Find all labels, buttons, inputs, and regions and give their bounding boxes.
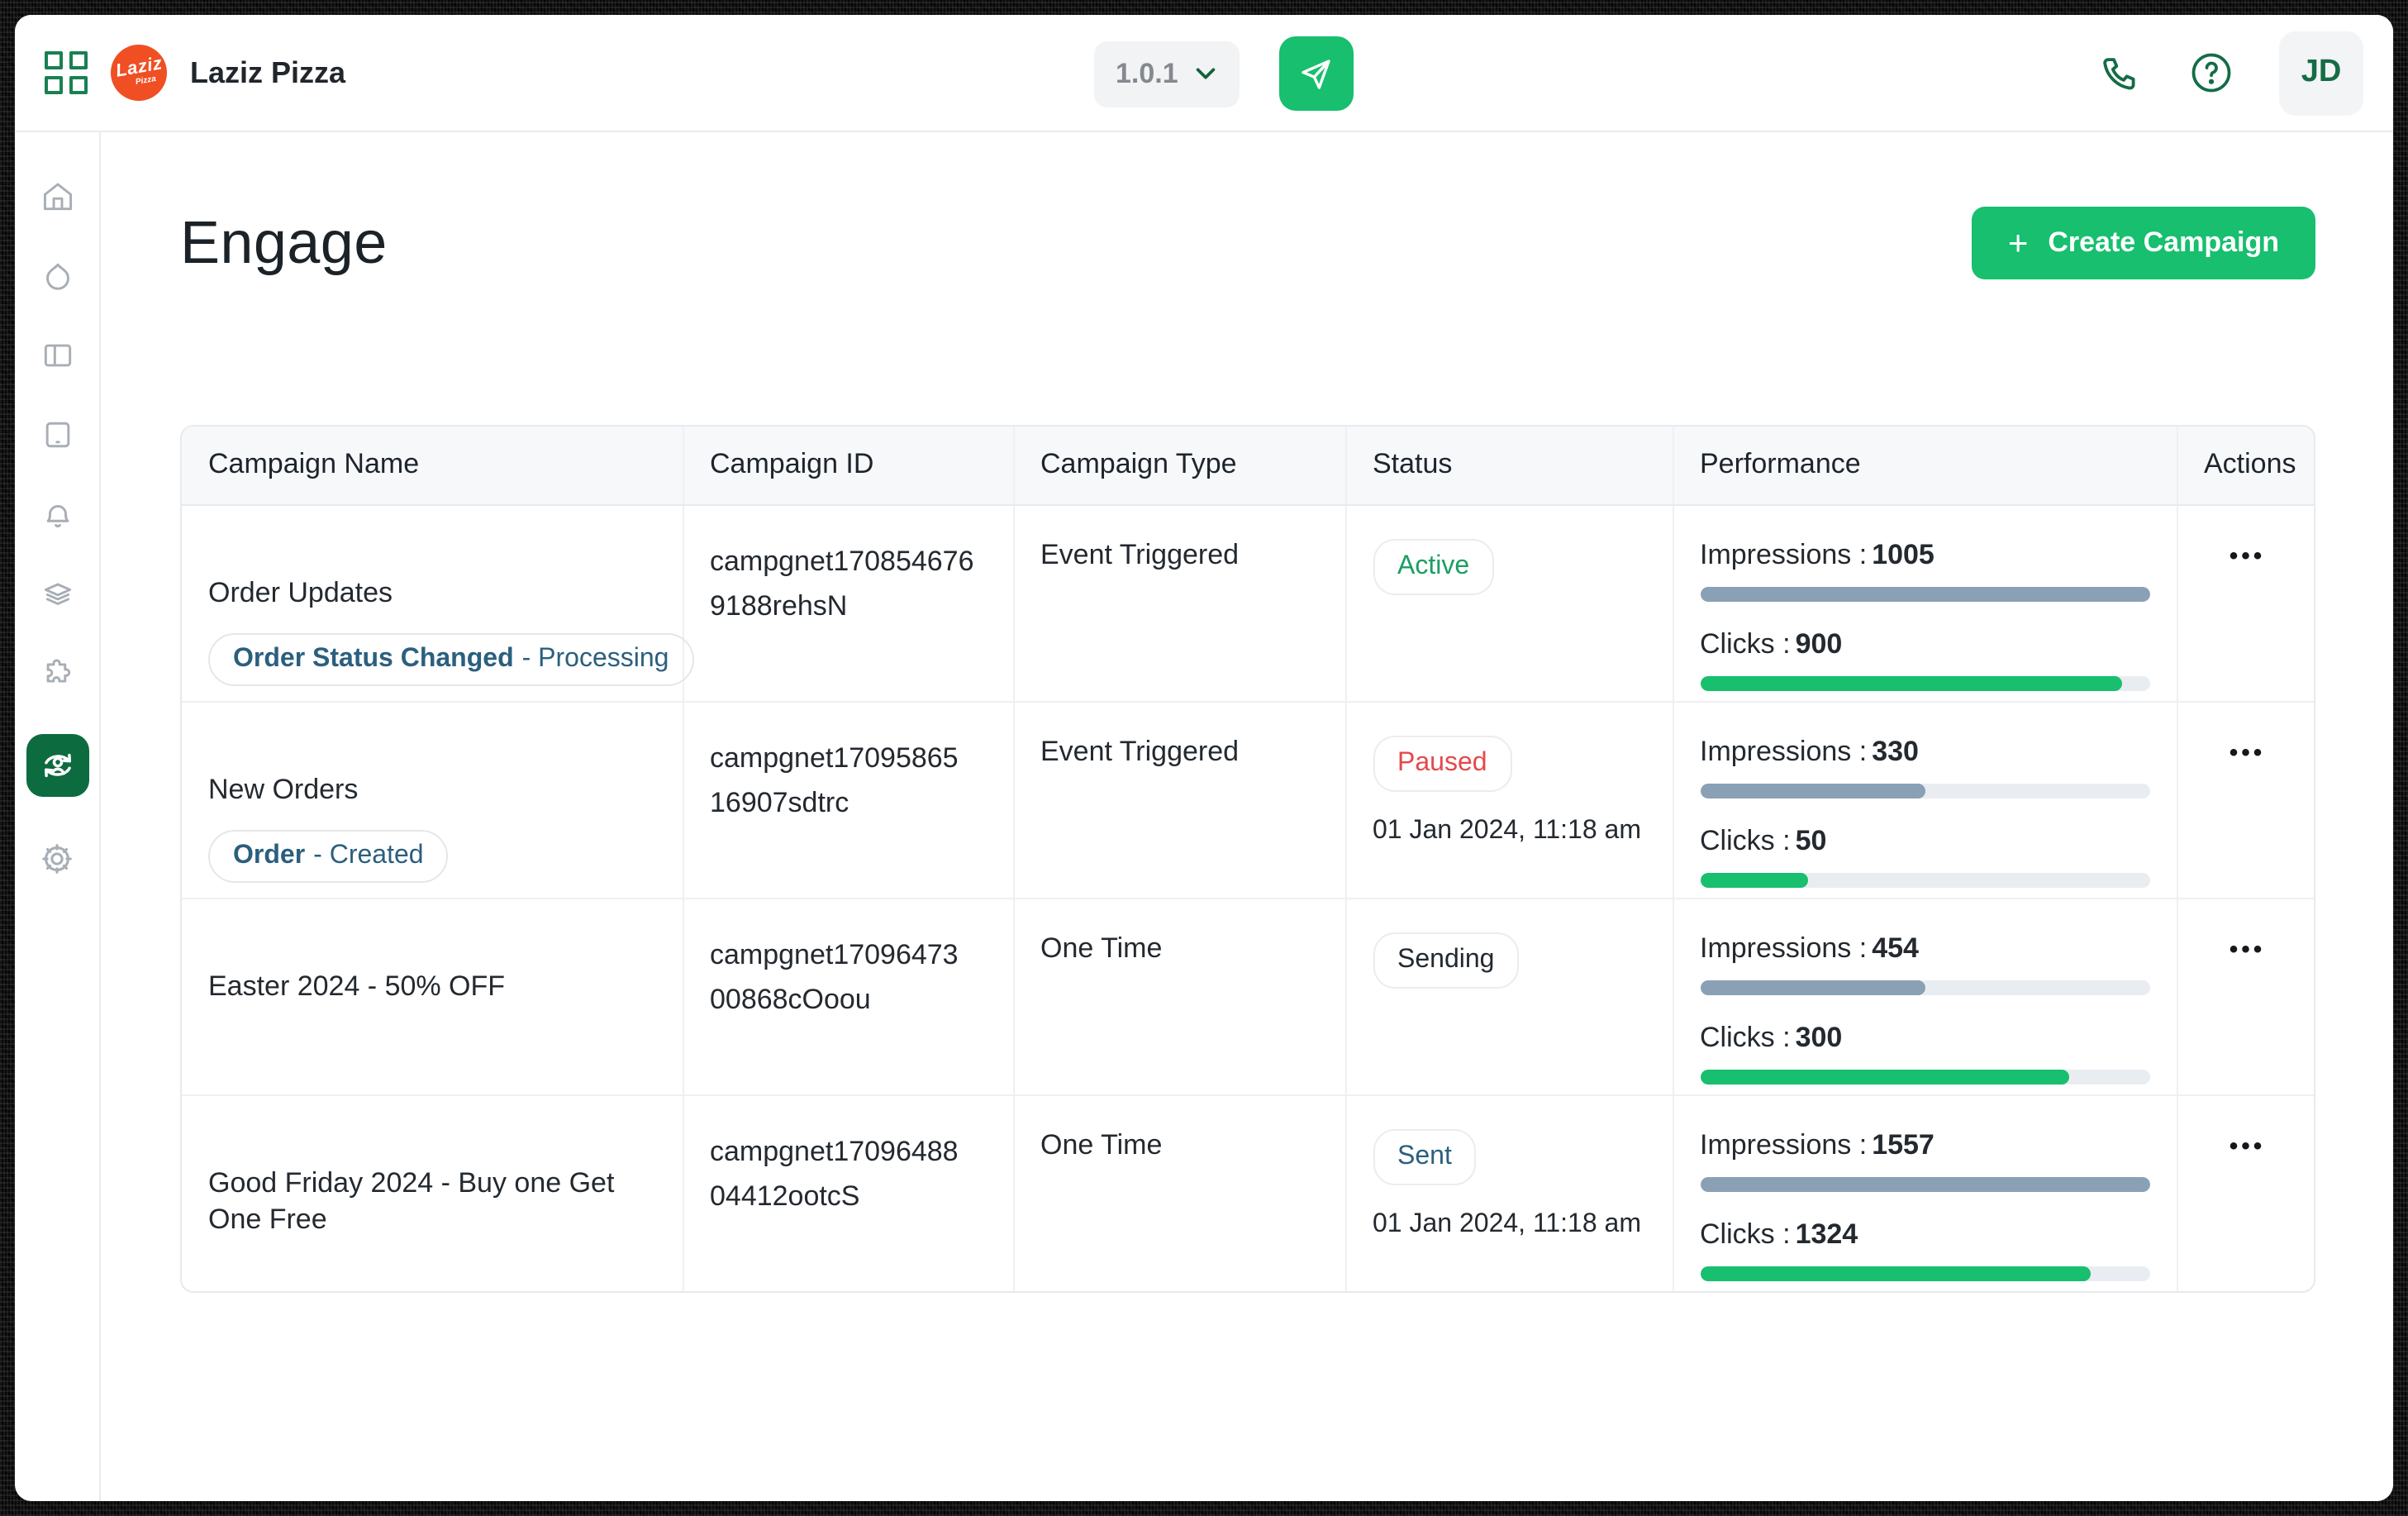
campaign-name: Easter 2024 - 50% OFF [208, 970, 506, 1001]
droplet-icon [45, 263, 69, 290]
phone-icon [2103, 57, 2135, 89]
table-header-row: Campaign Name Campaign ID Campaign Type … [182, 427, 2314, 505]
clicks-bar [1700, 1266, 2149, 1280]
avatar-initials: JD [2301, 55, 2342, 89]
question-circle-icon [2191, 53, 2231, 93]
campaign-name: New Orders [208, 773, 359, 804]
status-badge: Sent [1373, 1128, 1477, 1185]
create-campaign-button[interactable]: + Create Campaign [1971, 207, 2315, 279]
clicks-label: Clicks :900 [1700, 627, 1843, 659]
campaign-trigger-tag: Order Status Changed - Processing [208, 632, 694, 685]
bell-icon [45, 505, 69, 528]
user-avatar[interactable]: JD [2279, 31, 2363, 115]
clicks-label: Clicks :50 [1700, 824, 1827, 856]
table-row: Easter 2024 - 50% OFF campgnet17096473 0… [182, 897, 2314, 1094]
brand-name: Laziz Pizza [190, 55, 346, 88]
main-content: Engage + Create Campaign Campaign Name [101, 132, 2393, 1501]
settings-gear-icon [42, 843, 72, 873]
send-button[interactable] [1278, 36, 1354, 111]
app-grid-icon[interactable] [45, 51, 88, 94]
status-date: 01 Jan 2024, 11:18 am [1373, 1209, 1641, 1237]
campaign-name: Order Updates [208, 576, 393, 608]
page-title: Engage [180, 208, 388, 276]
engage-user-sync-icon [43, 753, 71, 778]
col-campaign-type: Campaign Type [1013, 427, 1346, 505]
sidebar-item-settings[interactable] [37, 840, 77, 876]
impressions-label: Impressions :1557 [1700, 1128, 1934, 1160]
status-date: 01 Jan 2024, 11:18 am [1373, 816, 1641, 844]
puzzle-icon [45, 659, 70, 683]
layers-icon [43, 583, 71, 605]
impressions-bar [1700, 980, 2149, 994]
campaigns-table-card: Campaign Name Campaign ID Campaign Type … [180, 425, 2315, 1293]
status-badge: Paused [1373, 735, 1512, 791]
sidebar-item-layers[interactable] [37, 575, 77, 612]
row-actions-menu[interactable]: ••• [2229, 541, 2266, 570]
create-campaign-label: Create Campaign [2048, 226, 2279, 258]
logo-subtext: Pizza [136, 74, 158, 88]
campaign-name: Good Friday 2024 - Buy one Get One Free [208, 1166, 615, 1234]
impressions-label: Impressions :330 [1700, 735, 1919, 766]
clicks-bar [1700, 675, 2149, 690]
campaign-id: campgnet170854676 9188rehsN [683, 504, 1014, 701]
top-bar: Laziz Pizza Laziz Pizza 1.0.1 JD [15, 15, 2393, 132]
clicks-label: Clicks :1324 [1700, 1218, 1858, 1249]
sidebar-item-tablet[interactable] [37, 417, 77, 453]
campaigns-table: Campaign Name Campaign ID Campaign Type … [182, 427, 2314, 1291]
clicks-label: Clicks :300 [1700, 1021, 1843, 1052]
col-performance: Performance [1673, 427, 2177, 505]
row-actions-menu[interactable]: ••• [2229, 1132, 2266, 1160]
sidebar-item-engage-active[interactable] [26, 734, 88, 797]
row-actions-menu[interactable]: ••• [2229, 935, 2266, 963]
tablet-icon [45, 422, 69, 448]
paper-plane-icon [1302, 59, 1331, 88]
campaign-id: campgnet17095865 16907sdtrc [683, 700, 1014, 898]
table-row: New Orders Order - Created campgnet17095… [182, 700, 2314, 898]
campaign-id: campgnet17096473 00868cOoou [683, 897, 1014, 1094]
col-actions: Actions [2177, 427, 2314, 505]
col-campaign-name: Campaign Name [182, 427, 683, 505]
campaign-type: Event Triggered [1013, 504, 1346, 701]
campaign-id: campgnet17096488 04412ootcS [683, 1094, 1014, 1291]
home-icon [42, 183, 72, 211]
clicks-bar [1700, 872, 2149, 887]
app-window: Laziz Pizza Laziz Pizza 1.0.1 JD [15, 15, 2393, 1501]
layout-columns-icon [43, 344, 71, 367]
col-campaign-id: Campaign ID [683, 427, 1014, 505]
table-row: Good Friday 2024 - Buy one Get One Free … [182, 1094, 2314, 1291]
brand-logo: Laziz Pizza [111, 45, 167, 101]
chevron-down-icon [1196, 68, 1215, 79]
sidebar [15, 132, 101, 1501]
campaign-type: One Time [1013, 897, 1346, 1094]
impressions-bar [1700, 586, 2149, 601]
version-dropdown[interactable]: 1.0.1 [1094, 41, 1240, 107]
campaign-trigger-tag: Order - Created [208, 829, 449, 882]
impressions-bar [1700, 1176, 2149, 1191]
brand-area: Laziz Pizza Laziz Pizza [45, 45, 345, 101]
sidebar-item-droplet[interactable] [37, 258, 77, 294]
plus-icon: + [2007, 224, 2029, 262]
status-badge: Active [1373, 538, 1495, 594]
phone-button[interactable] [2099, 50, 2144, 95]
sidebar-item-notifications[interactable] [37, 496, 77, 532]
impressions-bar [1700, 783, 2149, 798]
impressions-label: Impressions :454 [1700, 932, 1919, 963]
sidebar-item-home[interactable] [37, 179, 77, 215]
version-label: 1.0.1 [1116, 57, 1178, 88]
help-button[interactable] [2187, 48, 2236, 98]
sidebar-item-integrations[interactable] [37, 655, 77, 691]
status-badge: Sending [1373, 932, 1520, 988]
table-row: Order Updates Order Status Changed - Pro… [182, 504, 2314, 701]
sidebar-item-layout[interactable] [37, 337, 77, 374]
col-status: Status [1345, 427, 1673, 505]
header-right: JD [2099, 31, 2363, 115]
header-center: 1.0.1 [1094, 36, 1354, 111]
campaign-type: One Time [1013, 1094, 1346, 1291]
impressions-label: Impressions :1005 [1700, 538, 1934, 570]
campaign-type: Event Triggered [1013, 700, 1346, 898]
clicks-bar [1700, 1069, 2149, 1084]
row-actions-menu[interactable]: ••• [2229, 738, 2266, 766]
